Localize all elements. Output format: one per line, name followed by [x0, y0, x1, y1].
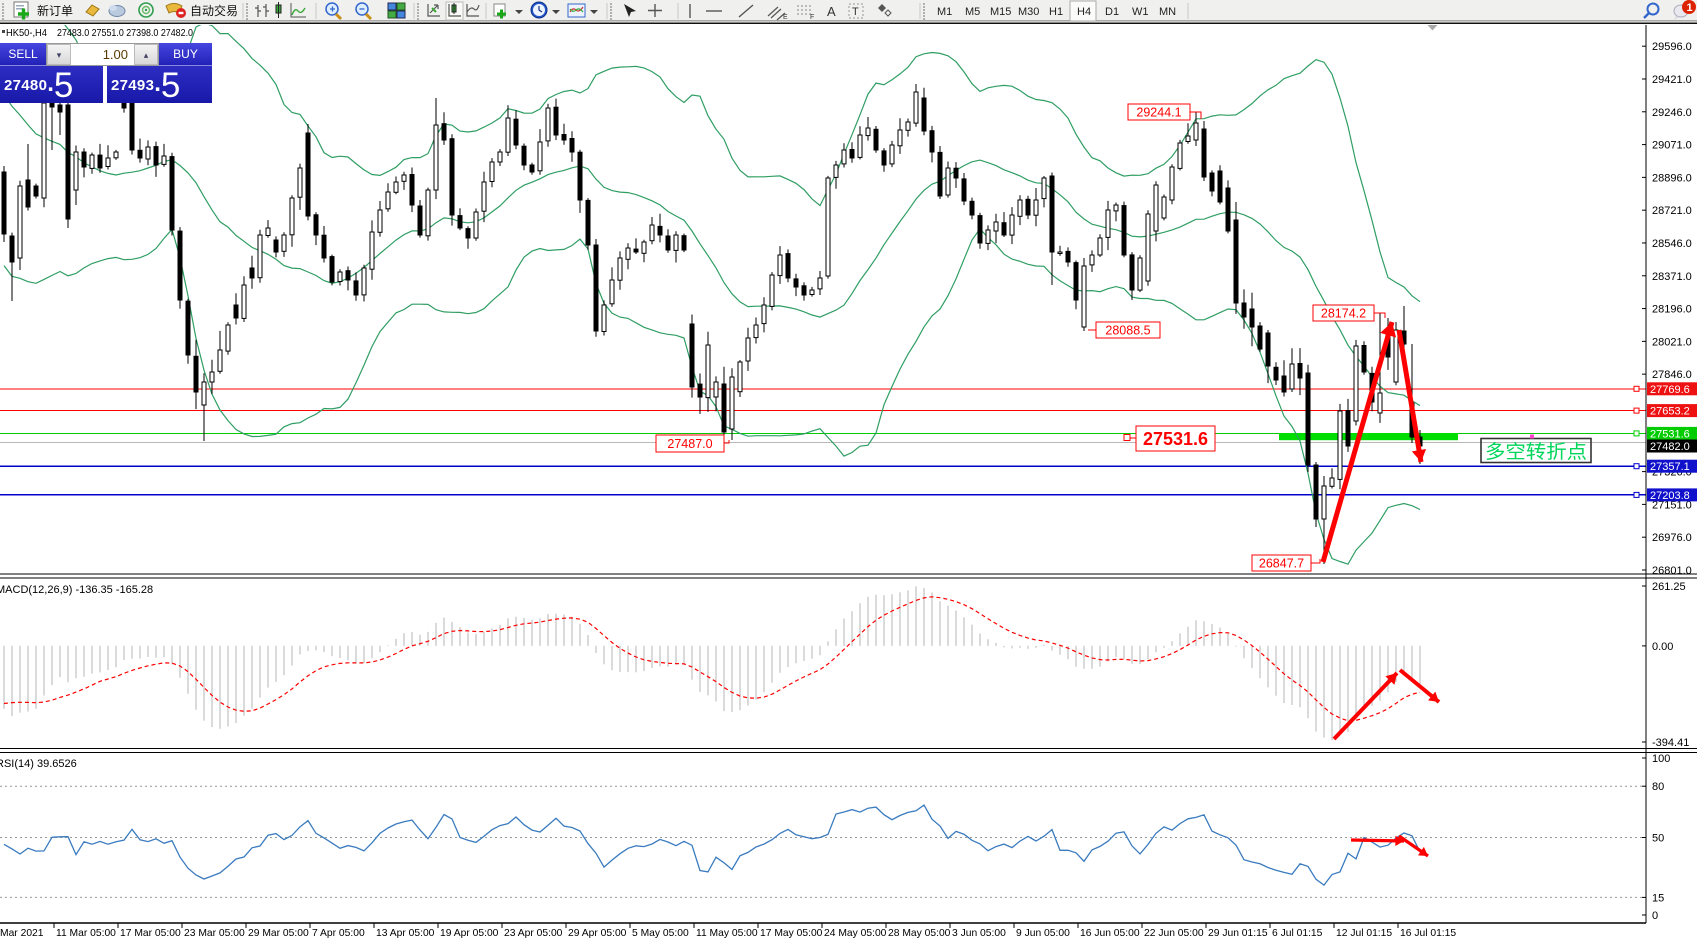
svg-text:M30: M30	[1018, 6, 1039, 18]
svg-text:MN: MN	[1159, 6, 1176, 18]
svg-text:29 Apr 05:00: 29 Apr 05:00	[568, 928, 627, 939]
svg-text:16 Jul 01:15: 16 Jul 01:15	[1400, 928, 1456, 939]
svg-text:A: A	[827, 4, 836, 19]
svg-text:9 Jun 05:00: 9 Jun 05:00	[1016, 928, 1070, 939]
svg-text:26801.0: 26801.0	[1652, 565, 1692, 577]
svg-text:29071.0: 29071.0	[1652, 140, 1692, 152]
svg-text:29596.0: 29596.0	[1652, 41, 1692, 53]
svg-text:多空转折点: 多空转折点	[1485, 441, 1587, 463]
svg-text:29 Mar 05:00: 29 Mar 05:00	[248, 928, 309, 939]
svg-text:29246.0: 29246.0	[1652, 107, 1692, 119]
svg-text:27483.0 27551.0 27398.0 27482.: 27483.0 27551.0 27398.0 27482.0	[57, 27, 193, 39]
svg-text:MACD(12,26,9) -136.35 -165.28: MACD(12,26,9) -136.35 -165.28	[0, 584, 153, 596]
svg-text:新订单: 新订单	[37, 3, 73, 18]
svg-text:1: 1	[1687, 2, 1693, 14]
svg-text:23 Mar 05:00: 23 Mar 05:00	[184, 928, 245, 939]
svg-text:27531.6: 27531.6	[1650, 428, 1690, 440]
svg-text:261.25: 261.25	[1652, 581, 1686, 593]
svg-text:27482.0: 27482.0	[1650, 441, 1690, 453]
svg-text:28371.0: 28371.0	[1652, 271, 1692, 283]
svg-text:50: 50	[1652, 833, 1664, 845]
svg-text:11 Mar 05:00: 11 Mar 05:00	[56, 928, 116, 939]
svg-text:W1: W1	[1132, 6, 1149, 18]
svg-text:RSI(14) 39.6526: RSI(14) 39.6526	[0, 758, 77, 770]
svg-text:27653.2: 27653.2	[1650, 406, 1690, 418]
svg-text:T: T	[852, 6, 859, 18]
svg-text:12 Jul 01:15: 12 Jul 01:15	[1336, 928, 1392, 939]
svg-text:E: E	[783, 14, 788, 21]
svg-text:自动交易: 自动交易	[190, 3, 238, 18]
svg-text:11 May 05:00: 11 May 05:00	[696, 928, 758, 939]
svg-text:28174.2: 28174.2	[1321, 307, 1366, 321]
svg-text:23 Apr 05:00: 23 Apr 05:00	[504, 928, 563, 939]
svg-text:17 May 05:00: 17 May 05:00	[760, 928, 823, 939]
svg-text:-394.41: -394.41	[1652, 737, 1689, 749]
svg-text:D1: D1	[1105, 6, 1119, 18]
svg-text:3 Jun 05:00: 3 Jun 05:00	[952, 928, 1006, 939]
svg-text:29421.0: 29421.0	[1652, 74, 1692, 86]
svg-text:28021.0: 28021.0	[1652, 336, 1692, 348]
svg-text:28721.0: 28721.0	[1652, 205, 1692, 217]
svg-text:15: 15	[1652, 892, 1664, 904]
svg-text:29 Jun 01:15: 29 Jun 01:15	[1208, 928, 1268, 939]
svg-text:27846.0: 27846.0	[1652, 369, 1692, 381]
svg-text:HK50-,H4: HK50-,H4	[6, 27, 47, 39]
svg-text:28896.0: 28896.0	[1652, 172, 1692, 184]
svg-text:27531.6: 27531.6	[1143, 429, 1208, 449]
svg-text:Mar 2021: Mar 2021	[0, 928, 44, 939]
svg-text:27357.1: 27357.1	[1650, 461, 1690, 473]
svg-text:100: 100	[1652, 753, 1670, 765]
svg-text:13 Apr 05:00: 13 Apr 05:00	[376, 928, 435, 939]
svg-text:H1: H1	[1049, 6, 1063, 18]
svg-text:26847.7: 26847.7	[1259, 557, 1304, 571]
svg-text:22 Jun 05:00: 22 Jun 05:00	[1144, 928, 1204, 939]
svg-text:M1: M1	[937, 6, 952, 18]
svg-text:27487.0: 27487.0	[667, 437, 712, 451]
svg-text:28 May 05:00: 28 May 05:00	[888, 928, 951, 939]
svg-text:29244.1: 29244.1	[1136, 106, 1181, 120]
svg-text:H4: H4	[1077, 6, 1091, 18]
svg-text:F: F	[810, 14, 814, 21]
svg-text:6 Jul 01:15: 6 Jul 01:15	[1272, 928, 1323, 939]
svg-text:0: 0	[1652, 910, 1658, 922]
svg-text:26976.0: 26976.0	[1652, 532, 1692, 544]
svg-text:28546.0: 28546.0	[1652, 238, 1692, 250]
svg-text:28088.5: 28088.5	[1105, 324, 1150, 338]
svg-text:27769.6: 27769.6	[1650, 384, 1690, 396]
svg-text:M5: M5	[965, 6, 980, 18]
svg-text:28196.0: 28196.0	[1652, 304, 1692, 316]
svg-text:16 Jun 05:00: 16 Jun 05:00	[1080, 928, 1140, 939]
svg-text:19 Apr 05:00: 19 Apr 05:00	[440, 928, 499, 939]
svg-text:27151.0: 27151.0	[1652, 499, 1692, 511]
svg-text:0.00: 0.00	[1652, 641, 1673, 653]
svg-text:5 May 05:00: 5 May 05:00	[632, 928, 689, 939]
svg-text:M15: M15	[990, 6, 1011, 18]
svg-text:24 May 05:00: 24 May 05:00	[824, 928, 887, 939]
svg-text:7 Apr 05:00: 7 Apr 05:00	[312, 928, 365, 939]
svg-text:27203.8: 27203.8	[1650, 490, 1690, 502]
svg-text:17 Mar 05:00: 17 Mar 05:00	[120, 928, 181, 939]
svg-text:80: 80	[1652, 781, 1664, 793]
